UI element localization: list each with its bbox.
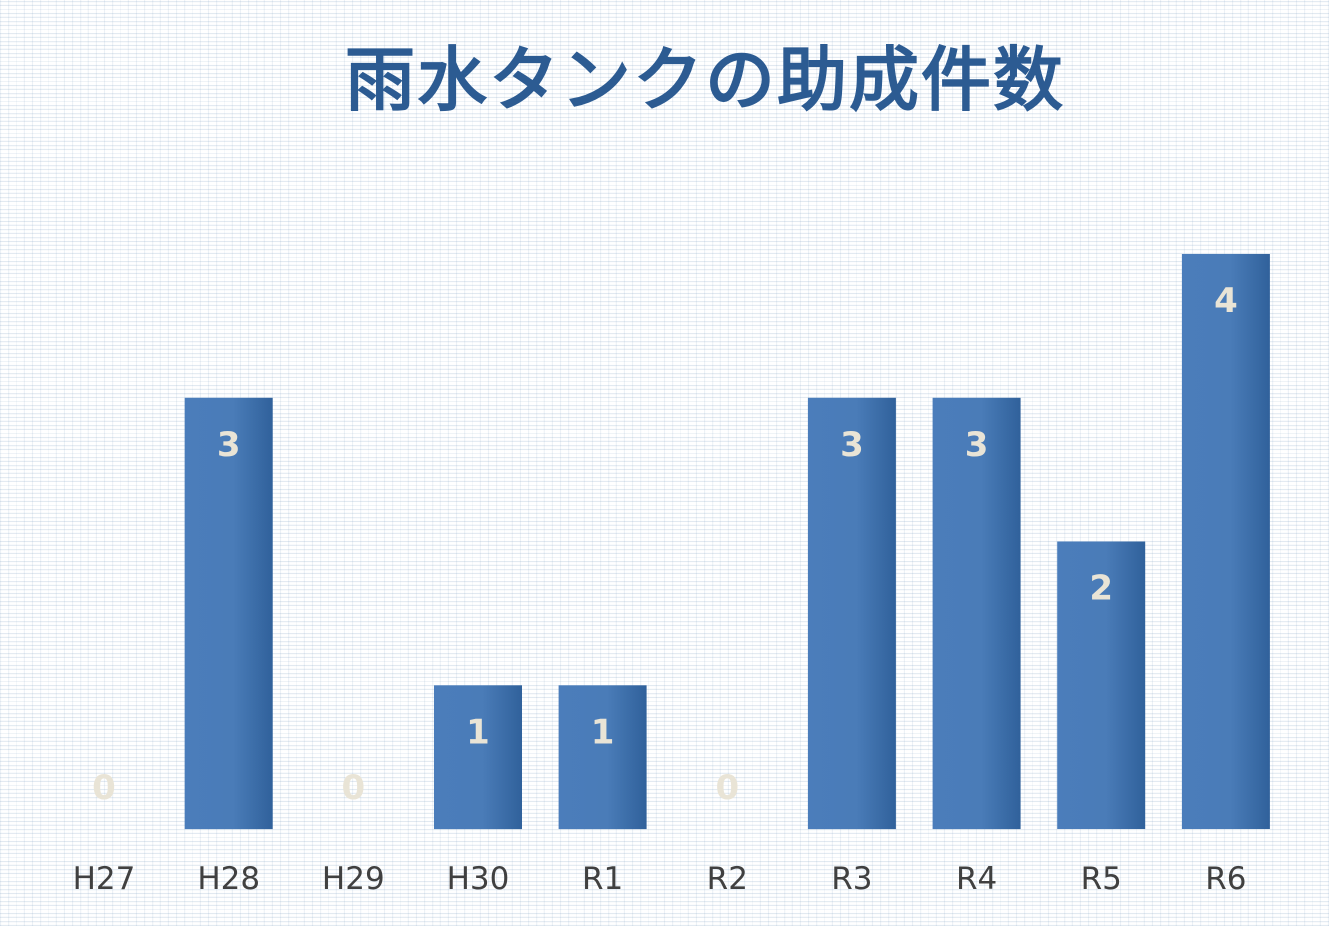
- x-tick-label-R3: R3: [831, 861, 872, 897]
- data-label-H30: 1: [466, 712, 490, 752]
- data-labels-layer: 0 3 0 1 1 0 3 3 2 4: [92, 281, 1238, 808]
- data-label-R1: 1: [591, 712, 615, 752]
- x-tick-label-H28: H28: [197, 861, 260, 897]
- data-label-R5: 2: [1089, 569, 1113, 609]
- data-label-H29: 0: [341, 768, 365, 808]
- bar-H28: [184, 397, 273, 830]
- x-tick-label-R4: R4: [956, 861, 997, 897]
- x-tick-label-H27: H27: [73, 861, 136, 897]
- x-tick-label-R2: R2: [707, 861, 748, 897]
- data-label-R2: 0: [715, 768, 739, 808]
- bar-R4: [932, 397, 1021, 830]
- x-tick-label-R1: R1: [582, 861, 623, 897]
- chart-title: 雨水タンクの助成件数: [345, 39, 1065, 121]
- bars-layer: [184, 254, 1270, 830]
- bar-R6: [1181, 254, 1270, 829]
- x-tick-label-H29: H29: [322, 861, 385, 897]
- data-label-R4: 3: [965, 425, 989, 465]
- data-label-H28: 3: [217, 425, 241, 465]
- data-label-R3: 3: [840, 425, 864, 465]
- data-label-R6: 4: [1214, 281, 1238, 321]
- x-tick-label-R6: R6: [1205, 861, 1246, 897]
- bar-R5: [1057, 541, 1146, 829]
- bar-H30: [434, 685, 522, 830]
- x-tick-label-H30: H30: [447, 861, 510, 897]
- bar-R3: [807, 397, 896, 830]
- x-axis: H27 H28 H29 H30 R1 R2 R3 R4 R5 R6: [73, 861, 1247, 897]
- data-label-H27: 0: [92, 768, 116, 808]
- x-tick-label-R5: R5: [1081, 861, 1122, 897]
- bar-R1: [558, 685, 647, 830]
